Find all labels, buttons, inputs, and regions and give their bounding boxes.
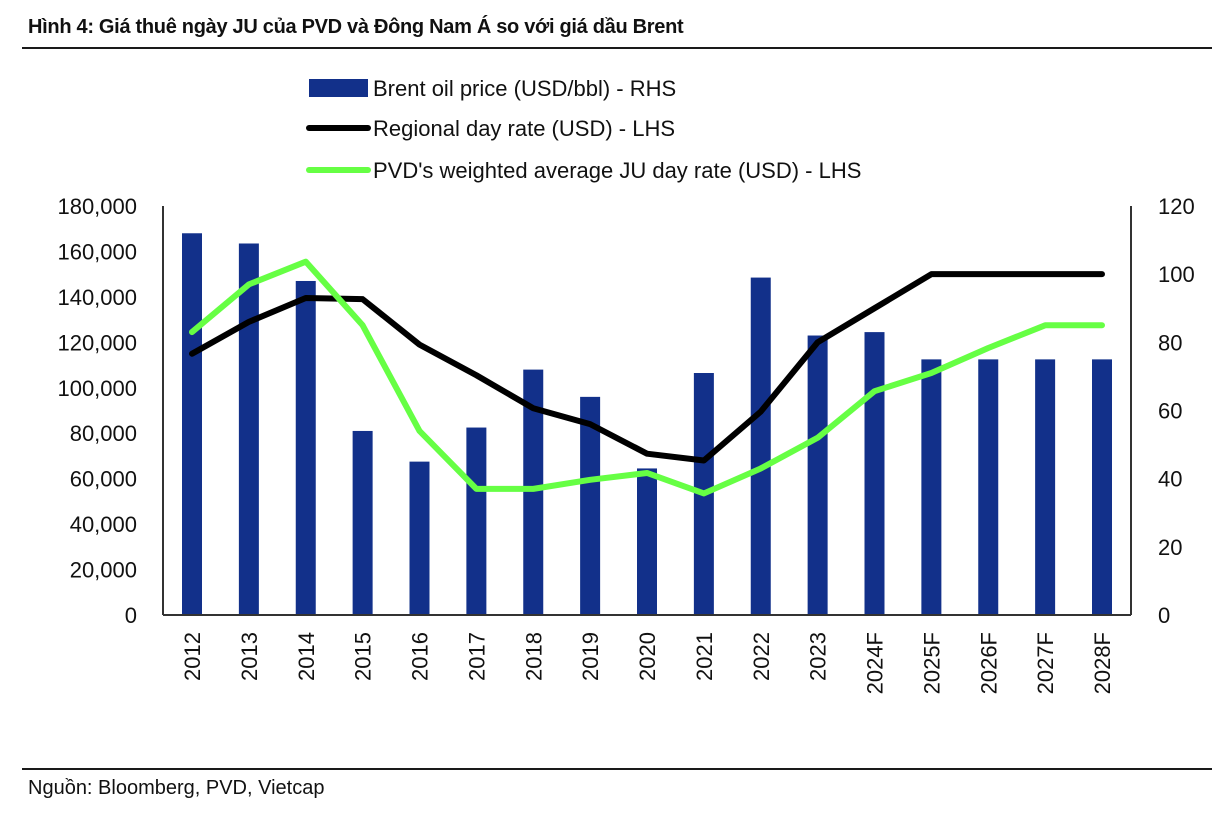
bar-2024F [864, 332, 885, 615]
x-tick-label-2021: 2021 [692, 632, 717, 681]
x-tick-label-2025F: 2025F [919, 632, 944, 694]
bar-2014 [295, 280, 316, 615]
x-tick-label-2013: 2013 [237, 632, 262, 681]
bar-2016 [409, 461, 430, 615]
left-tick-label: 160,000 [57, 239, 137, 264]
bar-2017 [466, 427, 487, 615]
left-tick-label: 100,000 [57, 376, 137, 401]
x-tick-label-2028F: 2028F [1090, 632, 1115, 694]
bar-2013 [238, 243, 259, 615]
bar-2012 [182, 233, 202, 615]
right-tick-label: 20 [1158, 535, 1182, 560]
left-tick-label: 20,000 [70, 558, 137, 583]
x-tick-label-2022: 2022 [749, 632, 774, 681]
x-tick-label-2018: 2018 [521, 632, 546, 681]
axes: 0 20,000 40,000 60,000 80,000 100,000 120,000 1… [57, 194, 1194, 694]
bar-2027F [1035, 359, 1056, 615]
x-tick-label-2019: 2019 [578, 632, 603, 681]
right-tick-label: 120 [1158, 194, 1195, 219]
bar-2022 [750, 277, 771, 615]
right-tick-label: 100 [1158, 262, 1195, 287]
legend-label: PVD's weighted average JU day rate (USD)… [373, 158, 861, 183]
legend-label: Brent oil price (USD/bbl) - RHS [373, 76, 676, 101]
x-tick-label-2015: 2015 [351, 632, 376, 681]
left-tick-label: 140,000 [57, 285, 137, 310]
bar-2015 [352, 430, 373, 615]
bar-2025F [921, 359, 942, 615]
x-tick-label-2012: 2012 [180, 632, 205, 681]
figure-title: Hình 4: Giá thuê ngày JU của PVD và Đông… [28, 16, 684, 38]
x-tick-label-2024F: 2024F [863, 632, 888, 694]
x-tick-label-2016: 2016 [408, 632, 433, 681]
x-tick-label-2026F: 2026F [976, 632, 1001, 694]
bar-2028F [1092, 359, 1112, 615]
bar-2023 [807, 335, 828, 615]
left-tick-label: 0 [125, 603, 137, 628]
x-tick-label-2020: 2020 [635, 632, 660, 681]
left-tick-label: 40,000 [70, 512, 137, 537]
bar-2019 [580, 396, 601, 615]
line-series [189, 258, 1105, 497]
left-tick-label: 180,000 [57, 194, 137, 219]
bar-2020 [637, 468, 657, 615]
bar-2026F [978, 359, 999, 615]
legend-swatch-bar [309, 79, 368, 97]
right-tick-label: 60 [1158, 399, 1182, 424]
left-tick-label: 120,000 [57, 330, 137, 355]
right-tick-label: 0 [1158, 603, 1170, 628]
chart: Brent oil price (USD/bbl) - RHS Regional … [57, 76, 1194, 694]
line-regional-day-rate [189, 271, 1105, 464]
right-tick-label: 40 [1158, 467, 1182, 492]
left-tick-label: 80,000 [70, 421, 137, 446]
title-divider [22, 47, 1212, 49]
x-tick-label-2017: 2017 [464, 632, 489, 681]
bar-series-brent [182, 233, 1112, 615]
left-tick-label: 60,000 [70, 467, 137, 492]
bar-2018 [523, 369, 544, 615]
legend: Brent oil price (USD/bbl) - RHS Regional … [306, 76, 861, 183]
source-note: Nguồn: Bloomberg, PVD, Vietcap [28, 777, 325, 799]
x-tick-label-2014: 2014 [294, 632, 319, 681]
source-divider [22, 768, 1212, 770]
x-tick-label-2027F: 2027F [1033, 632, 1058, 694]
right-tick-label: 80 [1158, 330, 1182, 355]
legend-label: Regional day rate (USD) - LHS [373, 116, 675, 141]
x-tick-label-2023: 2023 [806, 632, 831, 681]
